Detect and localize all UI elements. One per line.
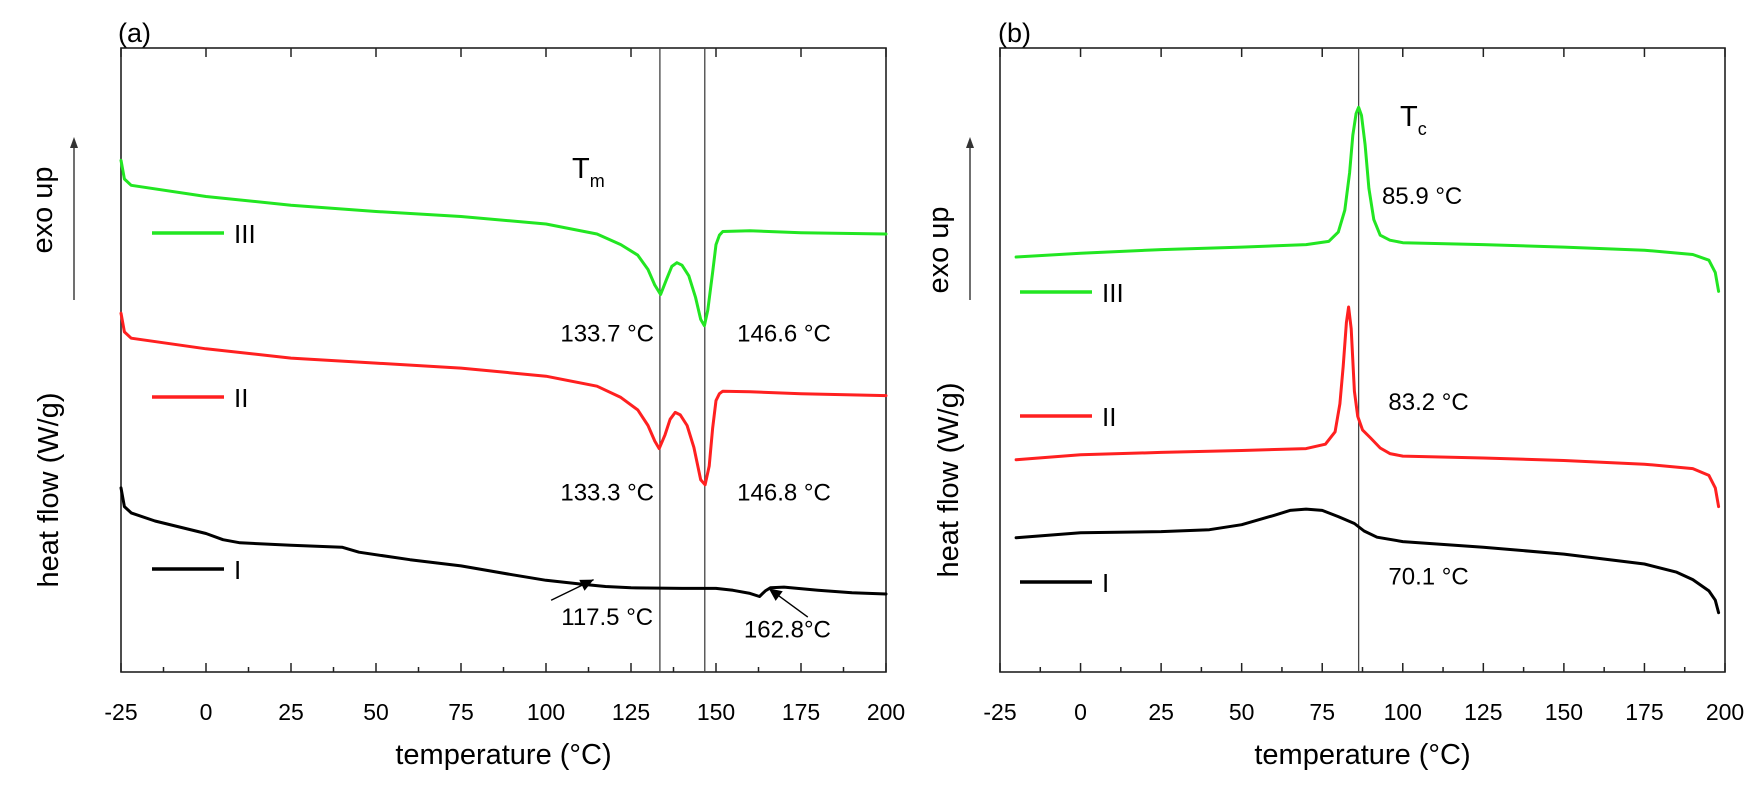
series-line-i [1014, 507, 1721, 615]
x-tick-label: 100 [1384, 699, 1422, 725]
arrow-head [579, 579, 594, 591]
value-annotation: 83.2 °C [1388, 389, 1468, 416]
x-tick-label: 100 [527, 699, 565, 725]
x-tick-label: 75 [448, 699, 474, 725]
x-tick-label: 0 [200, 699, 213, 725]
reference-label-sub: c [1418, 119, 1427, 139]
x-tick-label: 175 [1625, 699, 1663, 725]
reference-label: Tc [1400, 101, 1427, 139]
x-tick-label: 200 [867, 699, 905, 725]
legend-label: II [234, 383, 248, 413]
x-tick-label: 50 [1229, 699, 1255, 725]
exo-up-label: exo up [27, 166, 59, 253]
x-tick-label: 0 [1074, 699, 1087, 725]
x-tick-label: -25 [983, 699, 1016, 725]
y-axis-title: heat flow (W/g) [933, 383, 965, 578]
value-annotation: 85.9 °C [1382, 183, 1462, 210]
series-line-iii [1014, 105, 1721, 293]
series-line-ii [1014, 305, 1721, 509]
series-line-i [119, 486, 888, 598]
x-tick-label: 125 [612, 699, 650, 725]
x-tick-label: 150 [1545, 699, 1583, 725]
x-axis-title: temperature (°C) [395, 739, 611, 771]
legend-label: I [1102, 568, 1109, 598]
exo-up-arrow-head [966, 137, 974, 148]
legend-label: III [1102, 278, 1124, 308]
legend-label: II [1102, 402, 1116, 432]
exo-up-label: exo up [923, 206, 955, 293]
x-tick-label: 50 [363, 699, 389, 725]
panel-label: (b) [998, 18, 1031, 48]
value-annotation: 146.6 °C [737, 320, 831, 347]
x-tick-label: 150 [697, 699, 735, 725]
value-annotation: 146.8 °C [737, 479, 831, 506]
reference-label: Tm [572, 153, 605, 191]
reference-label-main: T [572, 153, 590, 185]
x-tick-label: 25 [1148, 699, 1174, 725]
reference-label-main: T [1400, 101, 1418, 133]
series-line-ii [119, 311, 888, 487]
legend-label: III [234, 219, 256, 249]
panel-label: (a) [118, 18, 151, 48]
x-tick-label: 25 [278, 699, 304, 725]
y-axis-title: heat flow (W/g) [33, 393, 65, 588]
value-annotation: 133.3 °C [560, 479, 654, 506]
series-line-iii [119, 158, 888, 328]
x-tick-label: 200 [1706, 699, 1744, 725]
x-tick-label: 175 [782, 699, 820, 725]
x-tick-label: -25 [104, 699, 137, 725]
legend-label: I [234, 555, 241, 585]
x-axis-title: temperature (°C) [1254, 739, 1470, 771]
value-annotation: 70.1 °C [1388, 564, 1468, 591]
arrow-head [768, 588, 783, 601]
x-tick-label: 125 [1464, 699, 1502, 725]
value-annotation: 117.5 °C [561, 604, 653, 631]
value-annotation: 133.7 °C [560, 320, 654, 347]
value-annotation: 162.8°C [744, 617, 831, 644]
reference-label-sub: m [590, 171, 605, 191]
exo-up-arrow-head [70, 137, 78, 148]
x-tick-label: 75 [1309, 699, 1335, 725]
